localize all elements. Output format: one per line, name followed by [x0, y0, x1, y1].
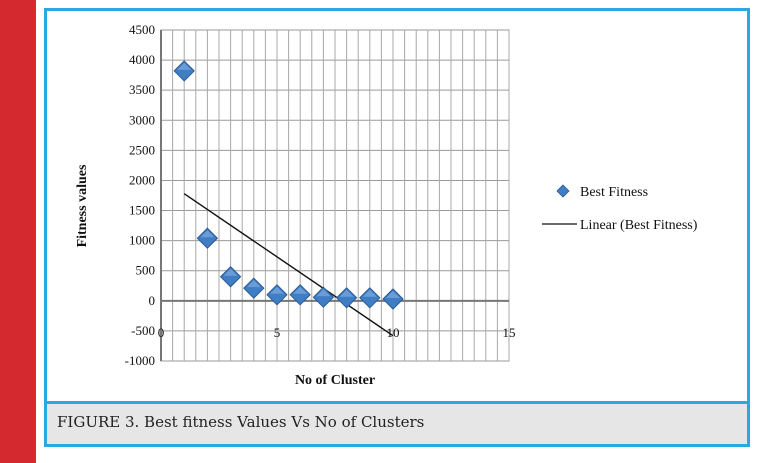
y-tick-label: 3500	[129, 82, 155, 97]
x-axis-title: No of Cluster	[295, 373, 375, 388]
diamond-highlight	[223, 268, 238, 276]
y-tick-label: 2000	[129, 172, 155, 187]
legend-diamond-marker	[556, 184, 570, 198]
y-tick-label: 4500	[129, 22, 155, 37]
legend-label-best-fitness: Best Fitness	[580, 185, 648, 200]
legend-label-linear-trend: Linear (Best Fitness)	[580, 218, 698, 233]
y-tick-label: 0	[149, 293, 156, 308]
diamond-marker	[266, 284, 288, 306]
diamond-marker	[289, 284, 311, 306]
diamond-highlight	[270, 286, 284, 294]
x-tick-label: 5	[274, 325, 281, 340]
y-tick-label: 1000	[129, 233, 155, 248]
x-tick-label: 10	[387, 325, 400, 340]
diamond-highlight	[316, 289, 331, 297]
diamond-highlight	[200, 230, 215, 238]
linear-trendline	[183, 193, 394, 337]
tick-labels: 450040003500300025002000150010005000-500…	[125, 22, 516, 368]
y-axis-title: Fitness values	[75, 164, 90, 247]
legend: Best Fitness Linear (Best Fitness)	[542, 184, 698, 233]
diamond-highlight	[362, 289, 377, 297]
data-point-best-fitness	[219, 266, 242, 288]
diamond-highlight	[386, 291, 400, 299]
y-tick-label: -500	[131, 323, 155, 338]
diamond-highlight	[339, 289, 354, 297]
y-tick-label: 500	[136, 263, 156, 278]
data-point-best-fitness	[243, 277, 265, 299]
diamond-highlight	[177, 62, 192, 70]
data-point-best-fitness	[289, 284, 311, 306]
data-point-best-fitness	[335, 287, 358, 309]
x-tick-label: 15	[503, 325, 516, 340]
diamond-marker	[359, 287, 381, 309]
diamond-marker	[312, 286, 335, 308]
data-point-best-fitness	[173, 60, 195, 82]
data-point-best-fitness	[196, 227, 219, 249]
diamond-marker	[335, 287, 358, 309]
data-point-best-fitness	[312, 286, 335, 308]
x-tick-label: 0	[158, 325, 165, 340]
y-tick-label: 1500	[129, 203, 155, 218]
y-tick-label: 4000	[129, 52, 155, 67]
diamond-marker	[243, 277, 265, 299]
data-point-best-fitness	[266, 284, 288, 306]
diamond-highlight	[293, 286, 308, 294]
points-layer	[173, 60, 404, 310]
figure-caption: FIGURE 3. Best fitness Values Vs No of C…	[57, 413, 425, 431]
y-tick-label: 2500	[129, 142, 155, 157]
diamond-marker	[173, 60, 195, 82]
chart-frame: 4500 4000 3500 3000 2500 2000 1500 1000 500 0 -500…	[44, 8, 750, 404]
fitness-chart: 450040003500300025002000150010005000-500…	[75, 22, 698, 388]
y-tick-label: 3000	[129, 112, 155, 127]
page-accent-bar	[0, 0, 36, 463]
diamond-highlight	[246, 280, 261, 288]
trendline-layer	[183, 193, 394, 337]
figure-caption-box: FIGURE 3. Best fitness Values Vs No of C…	[44, 404, 750, 447]
diamond-marker	[382, 288, 404, 310]
data-point-best-fitness	[359, 287, 381, 309]
grid	[160, 29, 510, 362]
diamond-marker	[196, 227, 219, 249]
axes	[160, 30, 509, 361]
y-tick-label: -1000	[125, 353, 155, 368]
data-point-best-fitness	[382, 288, 404, 310]
diamond-marker	[219, 266, 242, 288]
